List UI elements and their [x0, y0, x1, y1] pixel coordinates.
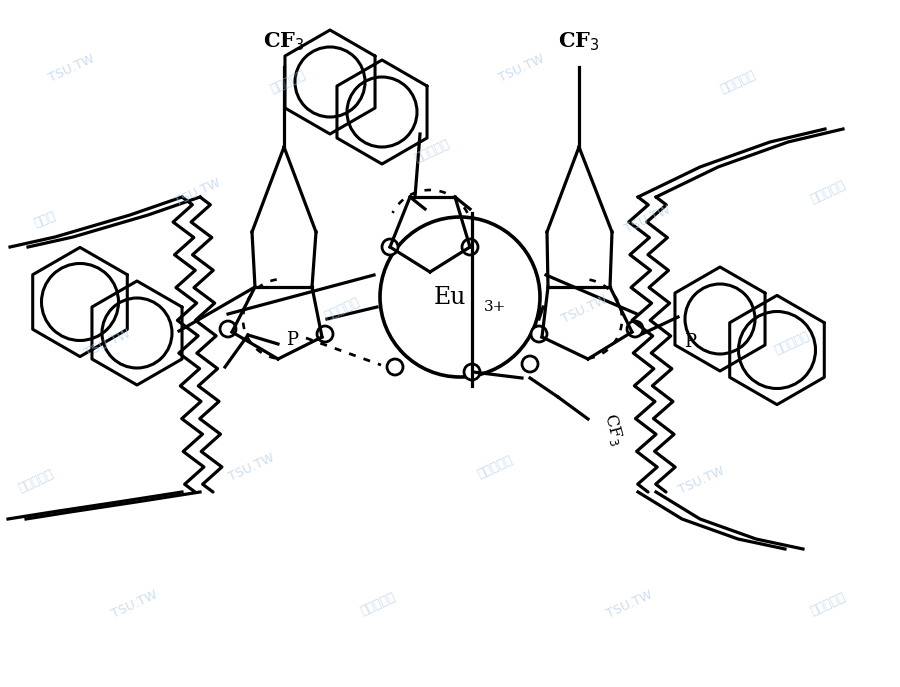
Text: CF$_3$: CF$_3$	[600, 411, 627, 447]
Text: 天山醫學院: 天山醫學院	[475, 453, 515, 481]
Text: TSU.TW: TSU.TW	[173, 176, 223, 209]
Text: 天山醫學院: 天山醫學院	[412, 137, 452, 165]
Circle shape	[387, 359, 403, 375]
Text: Eu: Eu	[434, 286, 466, 308]
Text: 天山醫學院: 天山醫學院	[268, 69, 308, 96]
Text: P: P	[286, 331, 298, 349]
Text: 天山醫學院: 天山醫學院	[718, 69, 758, 96]
Text: TSU.TW: TSU.TW	[110, 588, 160, 621]
Text: TSU.TW: TSU.TW	[497, 52, 547, 85]
Text: TSU.TW: TSU.TW	[227, 451, 277, 484]
Text: P: P	[684, 333, 696, 351]
Circle shape	[462, 239, 478, 255]
Text: TSU.TW: TSU.TW	[677, 464, 727, 497]
Text: 天山醫學院: 天山醫學院	[808, 179, 848, 206]
Circle shape	[220, 321, 236, 337]
Text: CF$_3$: CF$_3$	[263, 31, 305, 54]
Text: 天山醫學院: 天山醫學院	[358, 591, 398, 618]
Text: CF$_3$: CF$_3$	[558, 31, 599, 54]
Circle shape	[380, 217, 540, 377]
Text: TSU.TW: TSU.TW	[83, 327, 133, 360]
Text: TSU.TW: TSU.TW	[560, 293, 610, 326]
Text: 3+: 3+	[484, 300, 506, 314]
Circle shape	[531, 326, 547, 342]
Text: 醫學院: 醫學院	[32, 210, 58, 230]
Circle shape	[382, 239, 398, 255]
Text: TSU.TW: TSU.TW	[605, 588, 655, 621]
Text: TSU.TW: TSU.TW	[623, 203, 673, 236]
Text: 天山醫學院: 天山醫學院	[808, 591, 848, 618]
Text: 天山醫學院: 天山醫學院	[772, 330, 812, 357]
Circle shape	[627, 321, 643, 337]
Circle shape	[317, 326, 333, 342]
Circle shape	[522, 356, 538, 372]
Text: 天山醫學院: 天山醫學院	[16, 467, 56, 495]
Text: TSU.TW: TSU.TW	[47, 52, 97, 85]
Text: 天山醫學院: 天山醫學院	[322, 295, 362, 323]
Circle shape	[464, 364, 480, 380]
